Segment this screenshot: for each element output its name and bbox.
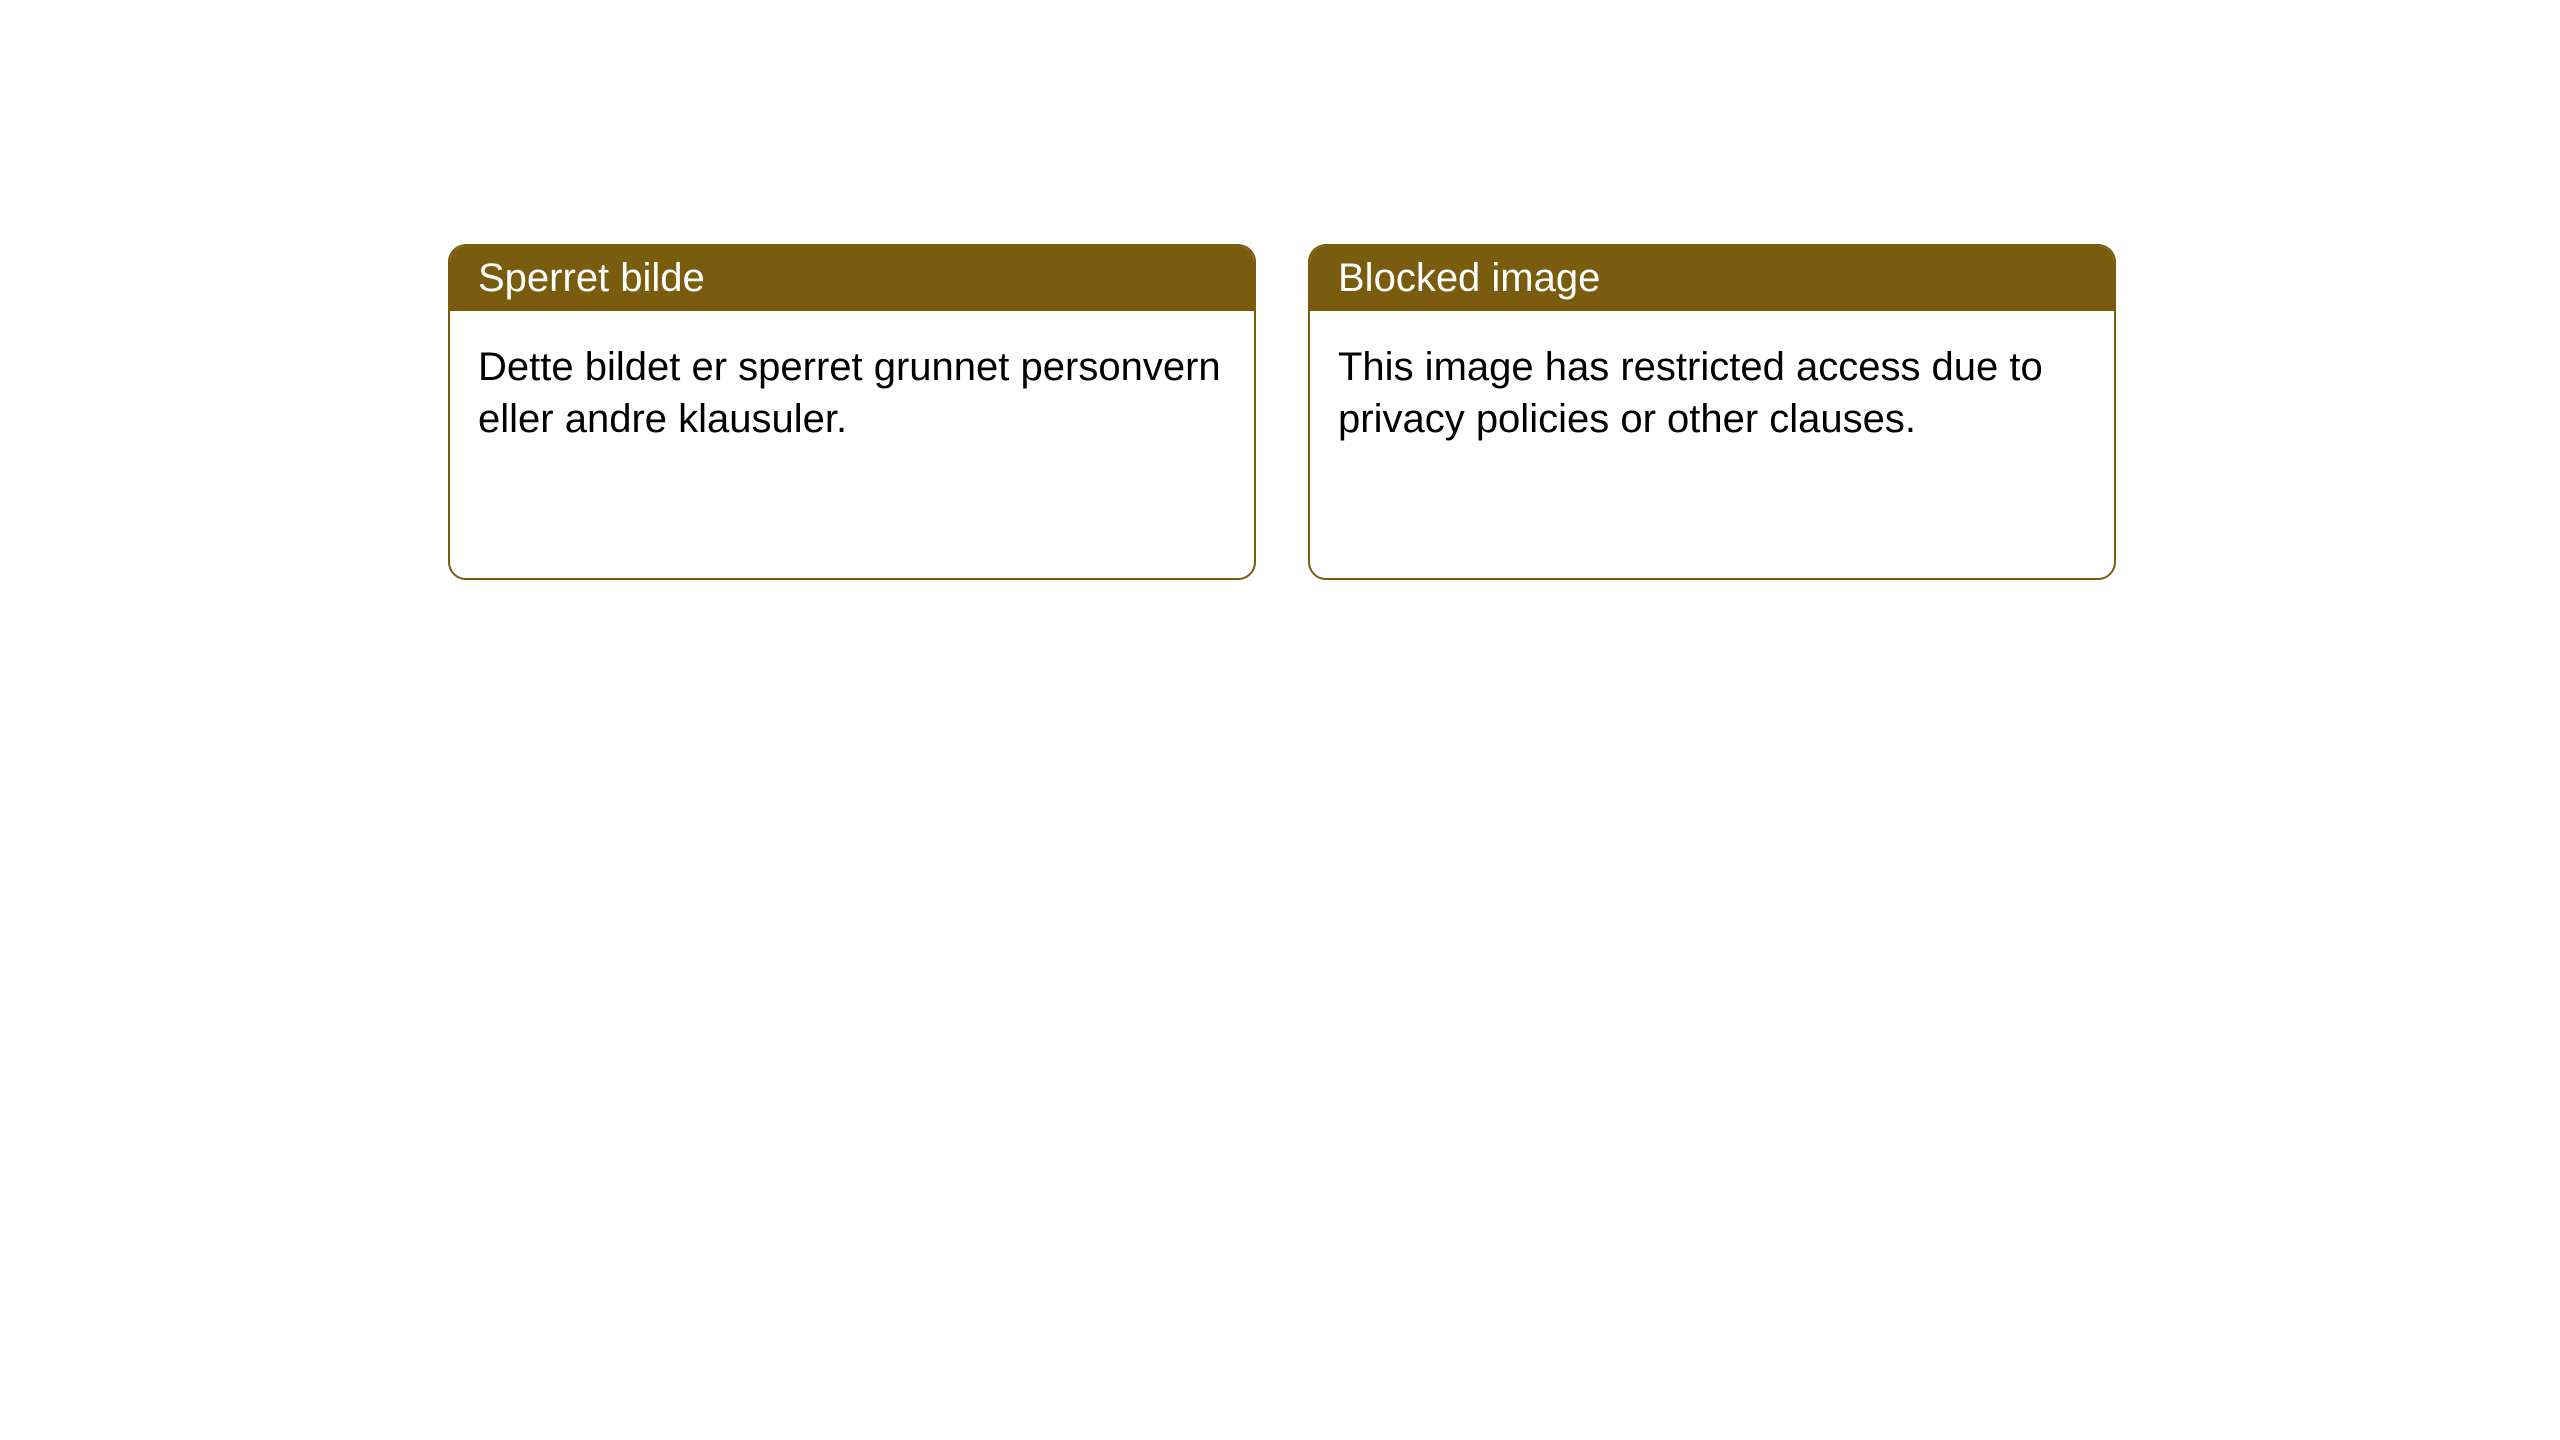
notice-header: Sperret bilde — [450, 246, 1254, 311]
notice-body: This image has restricted access due to … — [1310, 311, 2114, 475]
notice-title: Blocked image — [1338, 256, 1600, 300]
notice-body-text: Dette bildet er sperret grunnet personve… — [478, 345, 1221, 441]
notice-card-english: Blocked image This image has restricted … — [1308, 244, 2116, 580]
notice-card-norwegian: Sperret bilde Dette bildet er sperret gr… — [448, 244, 1256, 580]
notice-header: Blocked image — [1310, 246, 2114, 311]
notice-body-text: This image has restricted access due to … — [1338, 345, 2043, 441]
notice-body: Dette bildet er sperret grunnet personve… — [450, 311, 1254, 475]
notice-title: Sperret bilde — [478, 256, 705, 300]
notice-container: Sperret bilde Dette bildet er sperret gr… — [448, 244, 2116, 580]
